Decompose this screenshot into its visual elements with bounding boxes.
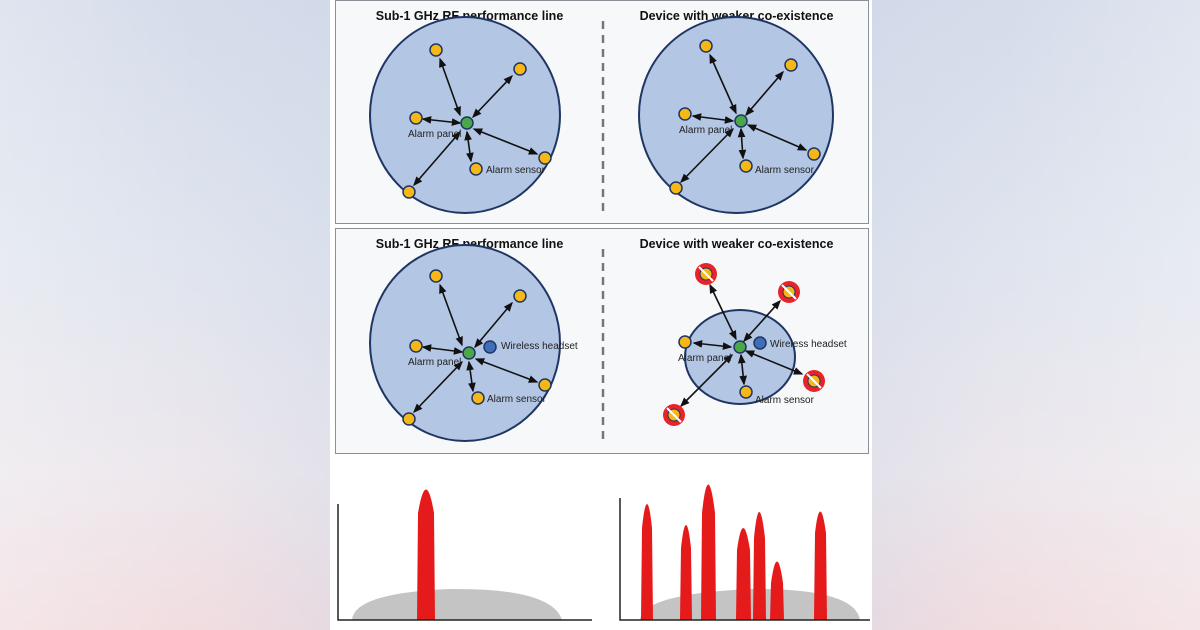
headset-node [753, 336, 767, 350]
right-title: Device with weaker co-existence [639, 237, 834, 251]
spectrum-sketches [337, 484, 870, 621]
interferer-peak [753, 512, 766, 620]
coverage-area [369, 16, 561, 214]
network-diagram [369, 244, 825, 442]
interferer-peak [680, 525, 692, 620]
sensor-node [409, 111, 423, 125]
sensor-node [429, 43, 443, 57]
coverage-area [638, 16, 834, 214]
axes [619, 498, 870, 621]
sensor-node [678, 335, 692, 349]
alarm-sensor-label: Alarm sensor [486, 165, 545, 176]
alarm-panel-label: Alarm panel [408, 357, 462, 368]
sensor-node [739, 159, 753, 173]
sensor-node [402, 185, 416, 199]
sensor-node [429, 269, 443, 283]
alarm-sensor-label: Alarm sensor [755, 165, 814, 176]
sensor-node [538, 151, 552, 165]
sensor-node [513, 289, 527, 303]
panel-node [462, 346, 476, 360]
alarm-panel-label: Alarm panel [679, 125, 733, 136]
axes [337, 504, 592, 621]
link-arrows [413, 283, 539, 414]
no-entry-icon [778, 281, 800, 303]
sensor-node [807, 147, 821, 161]
link-arrows [679, 283, 804, 408]
alarm-sensor-label: Alarm sensor [755, 395, 814, 406]
network-diagram [369, 16, 834, 214]
sensor-node [513, 62, 527, 76]
left-title: Sub-1 GHz RF performance line [375, 9, 564, 23]
sensor-node [538, 378, 552, 392]
interferer-peak [736, 528, 751, 620]
sensor-node [739, 385, 753, 399]
interferer-peak [770, 561, 784, 620]
sensor-node [678, 107, 692, 121]
spectrum-crowded [619, 484, 870, 621]
sensor-node [669, 181, 683, 195]
interferer-peak [701, 484, 716, 620]
link-arrows [413, 57, 539, 187]
interferer-peak [641, 504, 653, 620]
no-entry-icon [803, 370, 825, 392]
alarm-panel-label: Alarm panel [678, 353, 732, 364]
panel-node [734, 114, 748, 128]
scenario-panel-no-interference: Sub-1 GHz RF performance line Device wit… [335, 0, 869, 224]
wireless-headset-label: Wireless headset [770, 339, 847, 350]
sensor-node [699, 39, 713, 53]
spectrum-narrowband [337, 489, 592, 621]
no-entry-icon [663, 404, 685, 426]
right-title: Device with weaker co-existence [639, 9, 834, 23]
wireless-headset-label: Wireless headset [501, 341, 578, 352]
alarm-panel-label: Alarm panel [408, 129, 462, 140]
sensor-node [402, 412, 416, 426]
headset-node [483, 340, 497, 354]
left-title: Sub-1 GHz RF performance line [375, 237, 564, 251]
noise-floor [352, 588, 562, 620]
sensor-node [469, 162, 483, 176]
signal-peak [417, 489, 435, 620]
interferer-peak [814, 511, 827, 620]
panel-node [460, 116, 474, 130]
sensor-node [784, 58, 798, 72]
sensor-node [409, 339, 423, 353]
link-arrows [679, 53, 808, 184]
scenario-panel-with-headset: Sub-1 GHz RF performance line Device wit… [335, 228, 869, 454]
no-entry-icon [695, 263, 717, 285]
sensor-node [471, 391, 485, 405]
panel-node [733, 340, 747, 354]
alarm-sensor-label: Alarm sensor [487, 394, 546, 405]
coexistence-figure: Sub-1 GHz RF performance line Device wit… [330, 0, 872, 630]
